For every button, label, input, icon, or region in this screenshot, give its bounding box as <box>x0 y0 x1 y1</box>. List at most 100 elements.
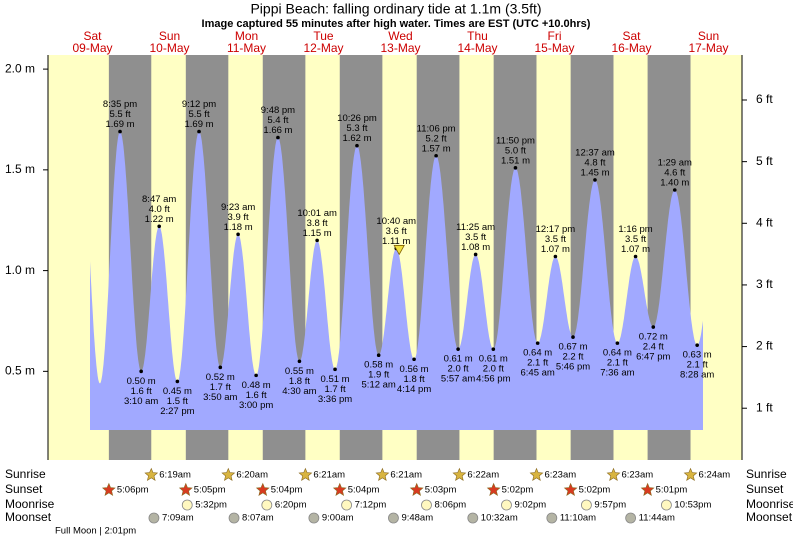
sunrise-icon <box>452 467 467 481</box>
current-level-marker <box>393 245 405 256</box>
tide-label: 1.66 m <box>263 125 292 136</box>
sunset-time: 5:02pm <box>579 485 611 496</box>
tide-label: 5.0 ft <box>505 145 526 156</box>
tide-label: 5.2 ft <box>426 133 447 144</box>
tide-label: 0.58 m <box>364 360 393 371</box>
tide-label: 3.6 ft <box>386 226 407 237</box>
moonset-icon <box>228 512 240 524</box>
tide-label: 1.40 m <box>660 178 689 189</box>
tide-label: 1.11 m <box>382 236 410 247</box>
tide-label: 12:17 pm <box>536 224 576 235</box>
moonrise-time: 10:53pm <box>674 500 711 511</box>
tide-label: 11:50 pm <box>496 135 535 146</box>
sunset-icon <box>178 482 193 496</box>
moonrise-time: 7:12pm <box>355 500 387 511</box>
sunset-time: 5:04pm <box>271 485 303 496</box>
tide-label: 5.3 ft <box>346 123 367 134</box>
day-name: Sat <box>622 29 641 43</box>
sunrise-time: 6:23am <box>621 470 653 481</box>
tide-label: 1.45 m <box>580 167 609 178</box>
chart-subtitle: Image captured 55 minutes after high wat… <box>202 18 591 30</box>
tide-label: 1.51 m <box>501 155 530 166</box>
tide-label: 5:12 am <box>362 380 396 391</box>
tide-label: 3.5 ft <box>545 234 566 245</box>
sunrise-time: 6:19am <box>159 470 191 481</box>
tide-label: 3.9 ft <box>228 212 249 223</box>
tide-label: 3.8 ft <box>307 218 328 229</box>
day-name: Mon <box>235 29 258 43</box>
tide-label: 1.69 m <box>184 119 213 130</box>
tide-label: 1.07 m <box>541 244 570 255</box>
sunset-icon <box>640 482 655 496</box>
moonrise-icon <box>181 499 193 511</box>
tide-label: 0.51 m <box>321 374 350 385</box>
row-label: Moonset <box>5 510 52 524</box>
day-date: 09-May <box>72 41 112 55</box>
tide-label: 1.8 ft <box>404 374 425 385</box>
tide-label: 2.2 ft <box>562 352 583 363</box>
tide-label: 0.64 m <box>523 348 552 359</box>
tide-label: 1.6 ft <box>246 390 267 401</box>
tide-label: 5:46 pm <box>556 362 590 373</box>
y2-tick-label: 1 ft <box>756 400 773 414</box>
y2-tick-label: 4 ft <box>756 215 773 229</box>
tide-label: 10:01 am <box>297 208 337 219</box>
moonset-time: 11:44am <box>639 513 675 524</box>
moonset-icon <box>546 512 558 524</box>
row-label: Moonrise <box>5 497 55 511</box>
tide-label: 1.62 m <box>342 133 371 144</box>
tide-point <box>333 367 337 372</box>
moonset-time: 10:32am <box>481 513 518 524</box>
day-date: 14-May <box>457 41 497 55</box>
moonset-time: 9:00am <box>322 513 354 524</box>
tide-label: 5.5 ft <box>188 109 209 120</box>
tide-point <box>553 254 558 259</box>
tide-label: 8:47 am <box>142 194 176 205</box>
moonset-time: 8:07am <box>242 513 274 524</box>
day-name: Sun <box>159 29 180 43</box>
moonset-icon <box>467 512 479 524</box>
moonrise-icon <box>261 499 273 511</box>
tide-area <box>90 131 703 430</box>
tide-point <box>456 347 460 351</box>
tide-point <box>218 365 223 370</box>
y2-tick-label: 5 ft <box>756 154 773 168</box>
tide-label: 0.55 m <box>285 366 314 377</box>
sunrise-icon <box>221 467 236 481</box>
tide-label: 9:12 pm <box>182 99 216 110</box>
tide-point <box>535 341 540 345</box>
tide-point <box>593 178 597 182</box>
tide-point <box>513 166 518 170</box>
moonrise-icon <box>501 499 512 511</box>
tide-label: 9:48 pm <box>261 105 295 116</box>
moonset-time: 9:48am <box>401 513 433 524</box>
tide-label: 0.45 m <box>163 386 192 397</box>
day-name: Sat <box>83 29 102 43</box>
tide-label: 1.5 ft <box>167 396 188 407</box>
sunrise-icon <box>298 467 313 481</box>
moonset-icon <box>308 512 320 524</box>
tide-point <box>236 232 240 237</box>
tide-label: 0.63 m <box>683 350 712 361</box>
tide-label: 3:36 pm <box>318 394 352 405</box>
tide-label: 4.8 ft <box>584 157 605 168</box>
sunset-icon <box>255 482 270 496</box>
y2-tick-label: 3 ft <box>756 277 773 291</box>
tide-label: 1.6 ft <box>131 386 152 397</box>
y-tick-label: 1.0 m <box>5 263 35 277</box>
tide-point <box>118 129 122 134</box>
tide-label: 0.61 m <box>479 354 508 365</box>
tide-label: 3:50 am <box>203 392 237 403</box>
moonrise-time: 9:57pm <box>594 500 626 511</box>
moonrise-time: 6:20pm <box>275 500 307 511</box>
row-label-right: Sunset <box>746 482 784 496</box>
tide-point <box>355 143 359 148</box>
day-date: 16-May <box>611 41 651 55</box>
tide-label: 6:47 pm <box>636 352 670 363</box>
tide-label: 2:27 pm <box>160 406 194 417</box>
tide-label: 0.52 m <box>206 372 235 383</box>
tide-label: 12:37 am <box>575 147 615 158</box>
y2-tick-label: 2 ft <box>756 339 773 353</box>
sunset-time: 5:01pm <box>656 485 688 496</box>
